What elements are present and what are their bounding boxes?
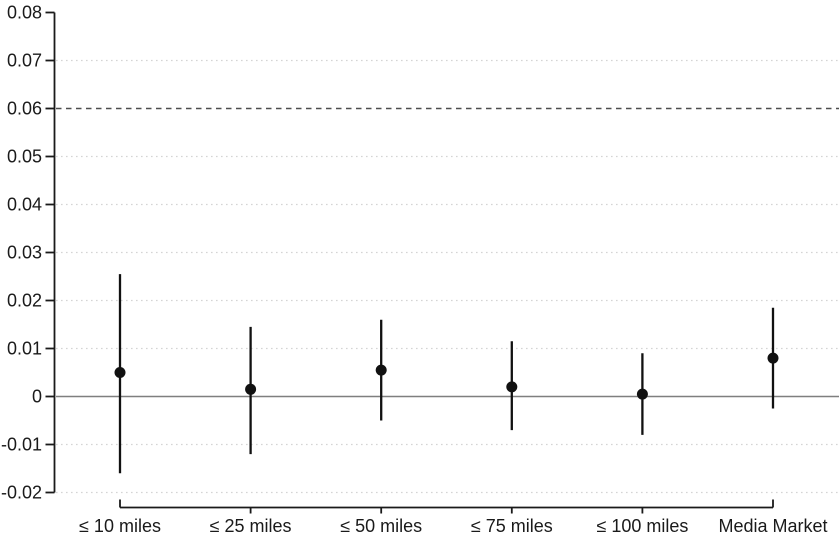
data-point xyxy=(114,367,126,378)
data-point xyxy=(767,352,779,364)
y-tick-label: 0.04 xyxy=(7,195,42,215)
y-tick-label: 0 xyxy=(32,387,42,407)
data-point xyxy=(245,383,257,395)
y-tick-label: 0.01 xyxy=(7,339,42,359)
y-tick-label: 0.08 xyxy=(7,3,42,23)
x-category-label: ≤ 75 miles xyxy=(471,516,553,536)
x-category-label: ≤ 100 miles xyxy=(596,516,688,536)
y-tick-label: 0.06 xyxy=(7,99,42,119)
x-category-label: Media Market xyxy=(718,516,827,536)
y-tick-label: -0.01 xyxy=(1,435,42,455)
y-tick-label: 0.07 xyxy=(7,51,42,71)
data-point xyxy=(375,364,387,376)
data-point xyxy=(636,388,648,400)
x-category-label: ≤ 25 miles xyxy=(210,516,292,536)
x-category-label: ≤ 50 miles xyxy=(340,516,422,536)
y-tick-label: -0.02 xyxy=(1,483,42,503)
x-category-label: ≤ 10 miles xyxy=(79,516,161,536)
data-point xyxy=(506,381,518,393)
y-tick-label: 0.02 xyxy=(7,291,42,311)
y-tick-label: 0.05 xyxy=(7,147,42,167)
y-tick-label: 0.03 xyxy=(7,243,42,263)
